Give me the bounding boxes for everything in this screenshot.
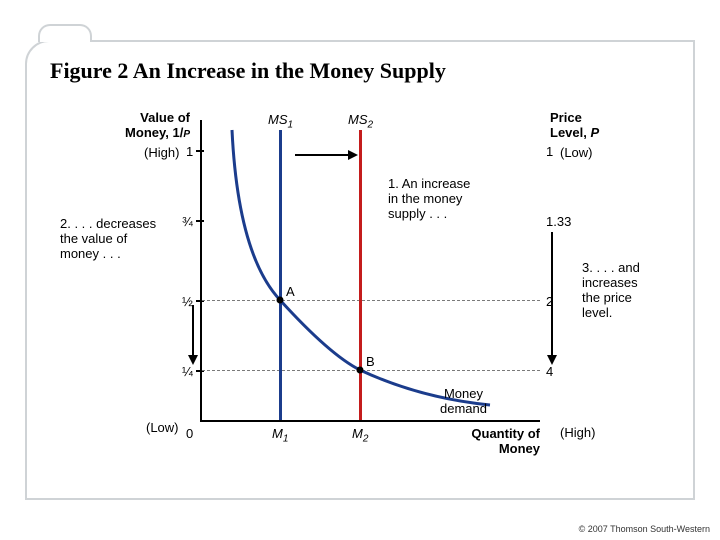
demand-curve-svg — [60, 100, 660, 480]
tab-decor — [38, 24, 92, 42]
point-B — [357, 367, 364, 374]
chart-area: Value of Money, 1/P (High) (Low) Price L… — [60, 100, 660, 480]
copyright: © 2007 Thomson South-Western — [579, 524, 710, 534]
origin-zero: 0 — [186, 426, 193, 441]
x-qty: Quantity of Money — [464, 426, 540, 456]
point-B-label: B — [366, 354, 375, 369]
point-A-label: A — [286, 284, 295, 299]
figure-title: Figure 2 An Increase in the Money Supply — [50, 58, 446, 84]
n2-arrow-head — [188, 355, 198, 365]
note-3: 3. . . . and increases the price level. — [582, 260, 640, 320]
x-m1: M1 — [272, 426, 288, 445]
demand-label: Money demand — [440, 386, 487, 416]
x-m2: M2 — [352, 426, 368, 445]
shift-arrow-head — [348, 150, 358, 160]
demand-curve — [232, 130, 490, 405]
point-A — [277, 297, 284, 304]
note-1: 1. An increase in the money supply . . . — [388, 176, 470, 221]
note-2: 2. . . . decreases the value of money . … — [60, 216, 156, 261]
n3-arrow-head — [547, 355, 557, 365]
